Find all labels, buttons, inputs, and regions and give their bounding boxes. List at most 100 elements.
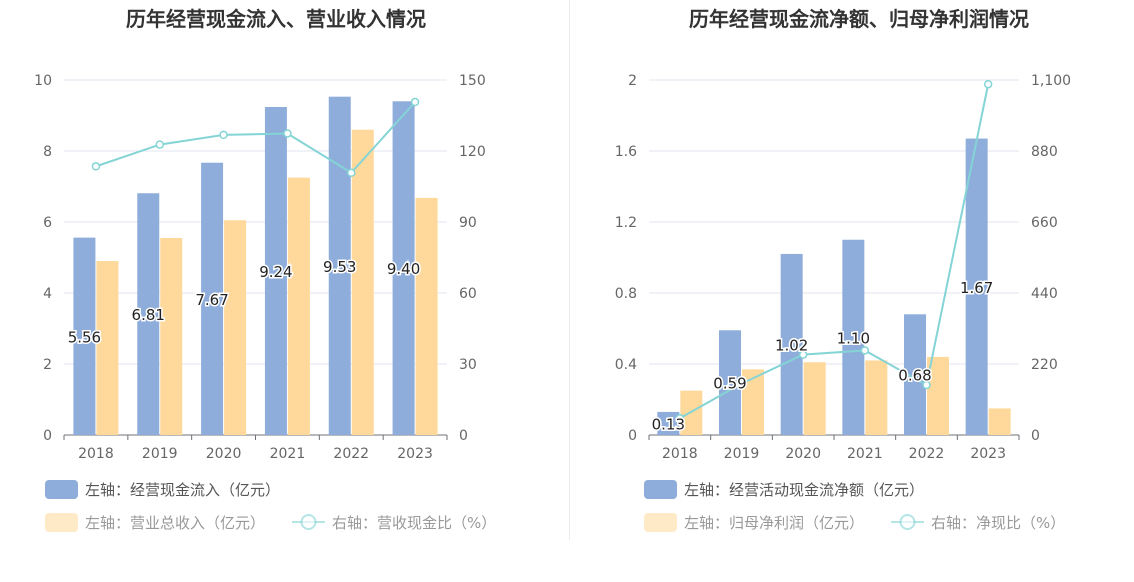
- right-axis-tick-label: 440: [1031, 286, 1058, 302]
- left-axis-tick-label: 0: [628, 428, 637, 444]
- chart-divider: [569, 0, 570, 540]
- secondary-bar[interactable]: [224, 220, 247, 435]
- right-axis-tick-label: 220: [1031, 357, 1058, 373]
- right-axis-tick-label: 120: [459, 144, 486, 160]
- bar-data-label: 9.40: [387, 260, 420, 278]
- left-axis-tick-label: 10: [34, 73, 52, 89]
- right-axis-tick-label: 1,100: [1031, 73, 1071, 89]
- primary-bar[interactable]: [965, 138, 988, 435]
- ratio-point[interactable]: [922, 380, 931, 390]
- legend-label[interactable]: 左轴：营业总收入（亿元）: [85, 514, 265, 532]
- net-cashflow-profit-chart: 历年经营现金流净额、归母净利润情况00.40.81.21.62022044066…: [615, 7, 1071, 532]
- ratio-point[interactable]: [347, 168, 356, 178]
- legend-circle-icon[interactable]: [300, 514, 317, 530]
- secondary-bar[interactable]: [803, 362, 826, 435]
- left-axis-tick-label: 8: [43, 144, 52, 160]
- ratio-line: [679, 83, 990, 420]
- ratio-point[interactable]: [737, 379, 746, 388]
- x-axis-category-label: 2022: [909, 446, 945, 462]
- ratio-point[interactable]: [983, 79, 993, 89]
- chart-title: 历年经营现金流净额、归母净利润情况: [689, 7, 1029, 31]
- legend-label[interactable]: 左轴：经营活动现金流净额（亿元）: [684, 481, 924, 499]
- primary-bar[interactable]: [904, 314, 926, 435]
- bar-data-label: 9.24: [259, 263, 292, 281]
- ratio-point[interactable]: [798, 350, 808, 359]
- bar-data-label: 0.68: [898, 367, 931, 385]
- secondary-bar[interactable]: [96, 261, 119, 435]
- secondary-bar[interactable]: [415, 197, 438, 435]
- ratio-point[interactable]: [155, 140, 164, 149]
- x-axis-category-label: 2020: [206, 446, 242, 462]
- legend-swatch[interactable]: [644, 480, 677, 499]
- bar-data-label: 0.59: [713, 375, 746, 393]
- secondary-bar[interactable]: [988, 408, 1011, 435]
- primary-bar[interactable]: [264, 106, 287, 435]
- bar-data-label: 9.53: [323, 258, 356, 276]
- legend-swatch[interactable]: [644, 513, 677, 532]
- primary-bar[interactable]: [328, 96, 351, 435]
- right-axis-tick-label: 0: [459, 428, 468, 444]
- right-axis-tick-label: 90: [459, 215, 477, 231]
- x-axis-category-label: 2020: [785, 446, 821, 462]
- right-axis-tick-label: 60: [459, 286, 477, 302]
- ratio-point[interactable]: [91, 162, 101, 171]
- ratio-line: [95, 101, 416, 175]
- legend-label[interactable]: 左轴：归母净利润（亿元）: [684, 514, 864, 532]
- x-axis-category-label: 2022: [333, 446, 369, 462]
- primary-bar[interactable]: [201, 162, 224, 435]
- ratio-point[interactable]: [219, 130, 228, 140]
- x-axis-category-label: 2019: [142, 446, 178, 462]
- x-axis-category-label: 2023: [397, 446, 433, 462]
- secondary-bar[interactable]: [927, 356, 949, 435]
- primary-bar[interactable]: [137, 193, 160, 435]
- bar-data-label: 1.10: [837, 329, 870, 347]
- ratio-point[interactable]: [410, 97, 420, 107]
- primary-bar[interactable]: [780, 253, 803, 435]
- left-axis-tick-label: 6: [43, 215, 52, 231]
- right-axis-tick-label: 150: [459, 73, 486, 89]
- right-axis-tick-label: 0: [1031, 428, 1040, 444]
- right-axis-tick-label: 30: [459, 357, 477, 373]
- left-axis-tick-label: 2: [628, 73, 637, 89]
- legend-swatch[interactable]: [45, 513, 78, 532]
- ratio-point[interactable]: [675, 413, 685, 423]
- right-axis-tick-label: 660: [1031, 215, 1058, 231]
- legend-circle-icon[interactable]: [899, 514, 916, 530]
- primary-bar[interactable]: [719, 330, 741, 435]
- x-axis-category-label: 2023: [970, 446, 1006, 462]
- bar-data-label: 7.67: [195, 291, 228, 309]
- legend-label[interactable]: 右轴：营收现金比（%）: [332, 514, 496, 532]
- x-axis-category-label: 2021: [847, 446, 883, 462]
- left-axis-tick-label: 1.2: [615, 215, 637, 231]
- left-axis-tick-label: 0.4: [615, 357, 637, 373]
- bar-data-label: 0.13: [652, 415, 685, 433]
- primary-bar[interactable]: [842, 239, 865, 435]
- right-axis-tick-label: 880: [1031, 144, 1058, 160]
- primary-bar[interactable]: [657, 411, 680, 435]
- left-axis-tick-label: 0.8: [615, 286, 637, 302]
- secondary-bar[interactable]: [742, 369, 764, 435]
- secondary-bar[interactable]: [160, 237, 183, 435]
- chart-title: 历年经营现金流入、营业收入情况: [126, 7, 426, 31]
- legend-label[interactable]: 左轴：经营现金流入（亿元）: [85, 481, 280, 499]
- x-axis-category-label: 2019: [724, 446, 760, 462]
- bar-data-label: 6.81: [132, 306, 165, 324]
- ratio-point[interactable]: [283, 129, 292, 138]
- primary-bar[interactable]: [392, 101, 415, 436]
- primary-bar[interactable]: [73, 237, 96, 435]
- legend-swatch[interactable]: [45, 480, 78, 499]
- bar-data-label: 5.56: [68, 328, 101, 346]
- left-axis-tick-label: 0: [43, 428, 52, 444]
- bar-data-label: 1.02: [775, 336, 808, 354]
- x-axis-category-label: 2018: [662, 446, 698, 462]
- ratio-point[interactable]: [860, 346, 870, 355]
- secondary-bar[interactable]: [865, 360, 888, 435]
- left-axis-tick-label: 4: [43, 286, 52, 302]
- secondary-bar[interactable]: [351, 129, 374, 435]
- secondary-bar[interactable]: [287, 177, 310, 435]
- bar-data-label: 1.67: [960, 279, 993, 297]
- x-axis-category-label: 2021: [270, 446, 306, 462]
- left-axis-tick-label: 2: [43, 357, 52, 373]
- legend-label[interactable]: 右轴：净现比（%）: [931, 514, 1065, 532]
